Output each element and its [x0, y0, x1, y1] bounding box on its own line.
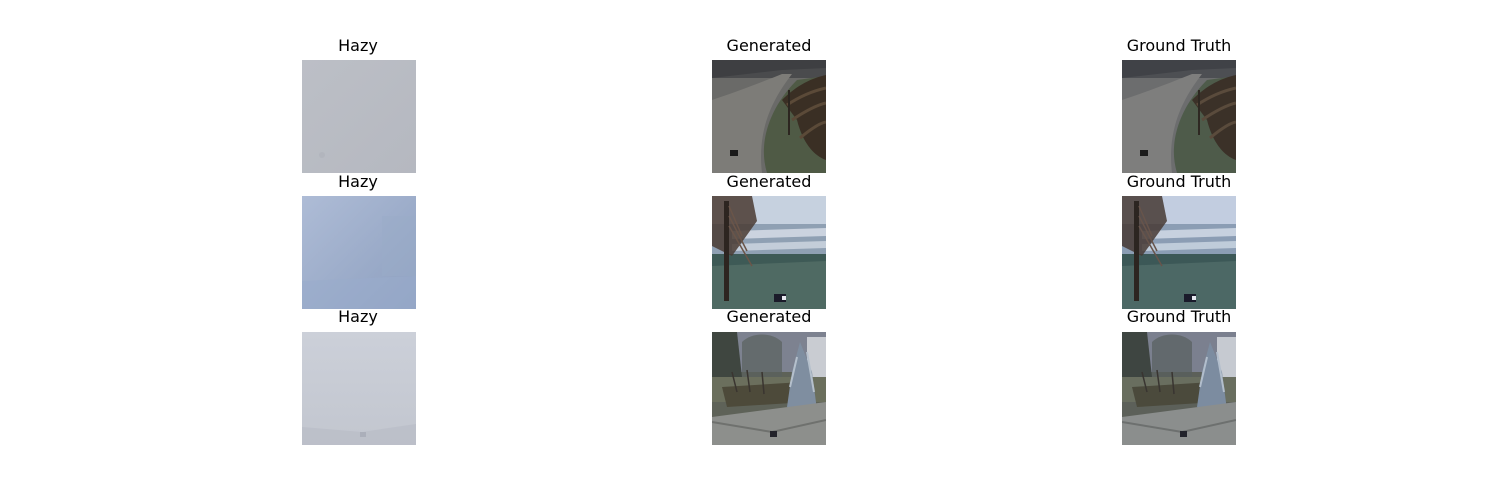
- panel-title-ground-truth-1: Ground Truth: [1126, 36, 1232, 55]
- panel-title-hazy-3: Hazy: [338, 307, 378, 326]
- ground-truth-image-1: [1122, 60, 1236, 173]
- panel-title-hazy-2: Hazy: [338, 172, 378, 191]
- hazy-image-3: [302, 332, 416, 445]
- hazy-image-1: [302, 60, 416, 173]
- ground-truth-image-3: [1122, 332, 1236, 445]
- panel-title-generated-3: Generated: [726, 307, 812, 326]
- generated-image-1: [712, 60, 826, 173]
- panel-title-generated-2: Generated: [726, 172, 812, 191]
- panel-title-hazy-1: Hazy: [338, 36, 378, 55]
- panel-title-generated-1: Generated: [726, 36, 812, 55]
- generated-image-2: [712, 196, 826, 309]
- generated-image-3: [712, 332, 826, 445]
- hazy-image-2: [302, 196, 416, 309]
- panel-title-ground-truth-3: Ground Truth: [1126, 307, 1232, 326]
- ground-truth-image-2: [1122, 196, 1236, 309]
- panel-title-ground-truth-2: Ground Truth: [1126, 172, 1232, 191]
